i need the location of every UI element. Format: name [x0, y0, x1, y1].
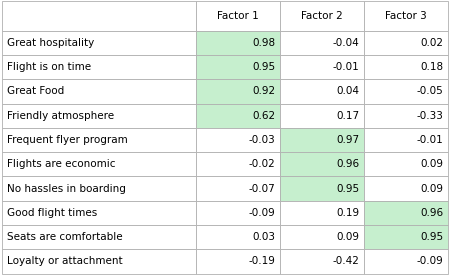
Bar [364, 104, 448, 128]
Bar [2, 55, 196, 79]
Text: 0.96: 0.96 [420, 208, 443, 218]
Bar [364, 225, 448, 249]
Bar [196, 1, 280, 31]
Bar [280, 152, 364, 177]
Text: 0.17: 0.17 [336, 111, 360, 121]
Bar [196, 177, 280, 201]
Bar [280, 104, 364, 128]
Text: 0.09: 0.09 [337, 232, 360, 242]
Text: 0.09: 0.09 [420, 184, 443, 194]
Bar [364, 1, 448, 31]
Text: 0.95: 0.95 [252, 62, 275, 72]
Bar [2, 104, 196, 128]
Text: 0.97: 0.97 [336, 135, 360, 145]
Text: Flights are economic: Flights are economic [7, 159, 115, 169]
Bar [196, 152, 280, 177]
Text: 0.02: 0.02 [420, 38, 443, 48]
Text: Seats are comfortable: Seats are comfortable [7, 232, 122, 242]
Text: 0.92: 0.92 [252, 87, 275, 97]
Bar [2, 128, 196, 152]
Bar [364, 79, 448, 104]
Text: 0.18: 0.18 [420, 62, 443, 72]
Text: 0.09: 0.09 [420, 159, 443, 169]
Text: -0.07: -0.07 [249, 184, 275, 194]
Bar [364, 55, 448, 79]
Text: Flight is on time: Flight is on time [7, 62, 91, 72]
Text: 0.95: 0.95 [420, 232, 443, 242]
Bar [280, 1, 364, 31]
Bar [280, 201, 364, 225]
Text: Good flight times: Good flight times [7, 208, 97, 218]
Text: Loyalty or attachment: Loyalty or attachment [7, 257, 122, 266]
Bar [2, 201, 196, 225]
Bar [280, 177, 364, 201]
Bar [2, 152, 196, 177]
Text: Friendly atmosphere: Friendly atmosphere [7, 111, 114, 121]
Bar [280, 249, 364, 274]
Text: -0.01: -0.01 [417, 135, 443, 145]
Text: -0.04: -0.04 [333, 38, 360, 48]
Bar [280, 128, 364, 152]
Text: Factor 1: Factor 1 [217, 11, 259, 21]
Text: Great Food: Great Food [7, 87, 64, 97]
Bar [196, 31, 280, 55]
Text: 0.98: 0.98 [252, 38, 275, 48]
Bar [364, 249, 448, 274]
Text: Great hospitality: Great hospitality [7, 38, 94, 48]
Bar [280, 31, 364, 55]
Text: -0.03: -0.03 [249, 135, 275, 145]
Text: 0.19: 0.19 [336, 208, 360, 218]
Text: -0.05: -0.05 [417, 87, 443, 97]
Text: -0.09: -0.09 [417, 257, 443, 266]
Bar [280, 79, 364, 104]
Bar [2, 249, 196, 274]
Text: Factor 3: Factor 3 [385, 11, 427, 21]
Bar [2, 79, 196, 104]
Text: -0.02: -0.02 [249, 159, 275, 169]
Bar [196, 249, 280, 274]
Text: -0.09: -0.09 [249, 208, 275, 218]
Bar [196, 79, 280, 104]
Bar [2, 31, 196, 55]
Bar [364, 152, 448, 177]
Text: 0.04: 0.04 [337, 87, 360, 97]
Text: Factor 2: Factor 2 [301, 11, 343, 21]
Text: No hassles in boarding: No hassles in boarding [7, 184, 126, 194]
Bar [364, 177, 448, 201]
Bar [196, 128, 280, 152]
Bar [364, 201, 448, 225]
Text: 0.96: 0.96 [336, 159, 360, 169]
Bar [364, 128, 448, 152]
Bar [2, 225, 196, 249]
Bar [2, 1, 196, 31]
Bar [196, 55, 280, 79]
Bar [280, 55, 364, 79]
Bar [2, 177, 196, 201]
Text: -0.42: -0.42 [333, 257, 360, 266]
Bar [196, 104, 280, 128]
Bar [196, 225, 280, 249]
Bar [280, 225, 364, 249]
Bar [364, 31, 448, 55]
Bar [196, 201, 280, 225]
Text: Frequent flyer program: Frequent flyer program [7, 135, 127, 145]
Text: 0.62: 0.62 [252, 111, 275, 121]
Text: 0.95: 0.95 [336, 184, 360, 194]
Text: -0.19: -0.19 [249, 257, 275, 266]
Text: 0.03: 0.03 [252, 232, 275, 242]
Text: -0.33: -0.33 [416, 111, 443, 121]
Text: -0.01: -0.01 [333, 62, 360, 72]
